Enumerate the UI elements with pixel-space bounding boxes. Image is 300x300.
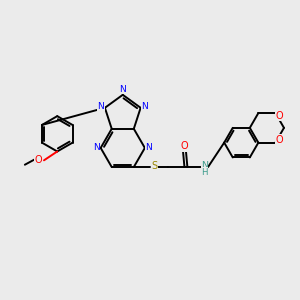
Text: N: N bbox=[146, 143, 152, 152]
Text: N: N bbox=[201, 161, 208, 170]
Text: N: N bbox=[141, 102, 148, 111]
Text: O: O bbox=[275, 111, 283, 121]
Text: O: O bbox=[275, 135, 283, 145]
Text: O: O bbox=[181, 141, 188, 151]
Text: N: N bbox=[98, 102, 104, 111]
Text: N: N bbox=[119, 85, 126, 94]
Text: S: S bbox=[152, 161, 158, 171]
Text: H: H bbox=[201, 168, 208, 177]
Text: O: O bbox=[35, 155, 43, 165]
Text: N: N bbox=[93, 143, 100, 152]
